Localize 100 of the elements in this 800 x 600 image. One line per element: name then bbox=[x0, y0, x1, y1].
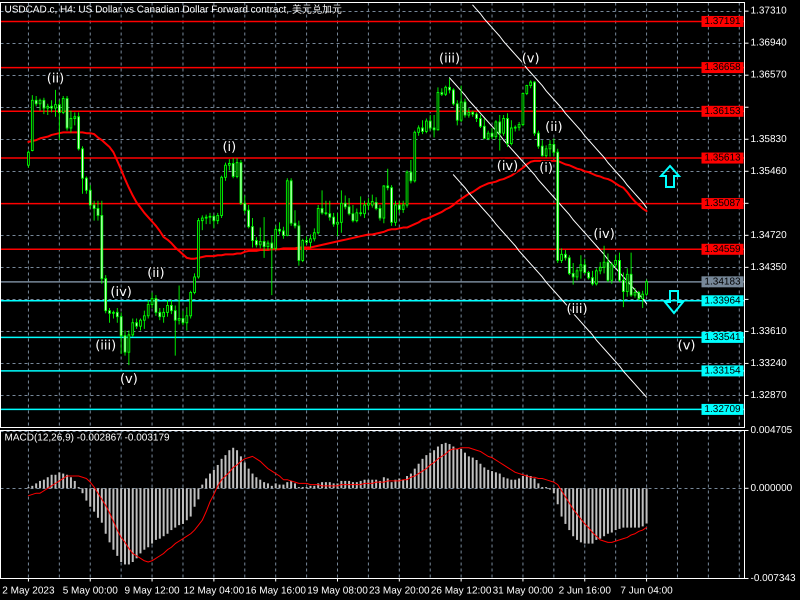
bar bbox=[266, 483, 269, 488]
bar bbox=[244, 462, 246, 488]
bar bbox=[584, 488, 586, 544]
bar bbox=[638, 488, 640, 528]
bar bbox=[220, 458, 223, 488]
bar bbox=[630, 488, 632, 528]
candlestick bbox=[421, 120, 424, 135]
annotation: (ii) bbox=[46, 71, 64, 86]
bar bbox=[158, 488, 161, 539]
annotation: (iv) bbox=[593, 227, 615, 242]
chart-title: MACD(12,26,9) -0.002867 -0.003179 bbox=[4, 432, 170, 444]
bar bbox=[452, 446, 454, 488]
bar bbox=[402, 480, 404, 488]
bar bbox=[58, 472, 60, 488]
bar bbox=[39, 480, 42, 488]
y-tick-label: 1.35460 bbox=[750, 166, 788, 177]
bar bbox=[197, 488, 200, 500]
bar bbox=[595, 488, 598, 540]
bar bbox=[216, 464, 219, 488]
bar bbox=[162, 488, 165, 536]
ref-label: 1.33154 bbox=[702, 365, 744, 376]
y-tick-label: 1.32870 bbox=[750, 390, 788, 401]
candlestick bbox=[120, 312, 122, 354]
annotation: (i) bbox=[539, 160, 554, 176]
y-tick-label: 1.36940 bbox=[750, 38, 788, 49]
annotation: (v) bbox=[522, 52, 540, 67]
candlestick bbox=[212, 214, 216, 229]
x-tick-label: 26 May 12:00 bbox=[430, 586, 492, 596]
line-series bbox=[28, 447, 648, 562]
bar bbox=[136, 488, 138, 558]
y-tick-label: 1.36570 bbox=[750, 70, 788, 81]
bar bbox=[564, 488, 566, 524]
bar bbox=[591, 488, 594, 544]
ref-label: 1.32709 bbox=[702, 404, 744, 415]
bar bbox=[556, 488, 559, 504]
bar bbox=[290, 480, 292, 488]
x-tick-label: 31 May 00:00 bbox=[492, 586, 554, 596]
bar bbox=[274, 483, 277, 488]
y-tick-label: 1.37310 bbox=[750, 6, 788, 17]
bar bbox=[468, 456, 470, 488]
ref-label: 1.36153 bbox=[702, 106, 744, 117]
bar bbox=[228, 450, 230, 488]
candlestick bbox=[591, 270, 594, 286]
x-tick-label: 23 May 20:00 bbox=[369, 586, 430, 596]
bar bbox=[128, 488, 130, 564]
bar bbox=[622, 488, 624, 528]
annotation: (iv) bbox=[110, 284, 132, 300]
bar bbox=[494, 472, 497, 488]
bar bbox=[42, 480, 45, 488]
bar bbox=[491, 471, 494, 488]
candlestick bbox=[630, 252, 632, 298]
bar bbox=[618, 488, 621, 529]
bar bbox=[263, 482, 266, 488]
candlestick bbox=[232, 158, 235, 179]
bar bbox=[35, 483, 38, 488]
bar bbox=[74, 480, 76, 488]
bar bbox=[124, 488, 126, 564]
bar bbox=[518, 478, 520, 488]
bar bbox=[526, 474, 528, 488]
bar bbox=[108, 488, 111, 542]
bar bbox=[464, 452, 466, 488]
candlestick bbox=[425, 118, 428, 134]
line-series bbox=[452, 174, 648, 398]
y-tick-label: 1.35830 bbox=[750, 134, 788, 145]
bar bbox=[178, 488, 180, 526]
y-tick-label: -0.007343 bbox=[750, 573, 796, 584]
bar bbox=[472, 458, 474, 488]
bar bbox=[498, 474, 501, 488]
y-tick-label: 0.000000 bbox=[750, 482, 793, 494]
bar bbox=[530, 476, 532, 488]
candlestick bbox=[460, 85, 462, 122]
bar bbox=[286, 482, 288, 488]
bar bbox=[433, 450, 436, 488]
bar bbox=[236, 450, 238, 488]
bar bbox=[252, 474, 254, 488]
bar bbox=[599, 488, 602, 539]
bar bbox=[418, 464, 420, 488]
bar bbox=[309, 486, 312, 488]
bar bbox=[410, 474, 412, 488]
bar bbox=[186, 488, 188, 520]
bar bbox=[510, 480, 512, 488]
bar bbox=[46, 477, 49, 488]
bar bbox=[154, 488, 157, 540]
x-tick-label: 9 May 12:00 bbox=[124, 586, 180, 596]
candlestick bbox=[208, 212, 212, 225]
bar bbox=[278, 484, 281, 488]
candlestick bbox=[27, 150, 30, 168]
candlestick bbox=[340, 190, 343, 234]
bar bbox=[313, 486, 316, 488]
annotation: (ii) bbox=[545, 120, 563, 135]
candlestick bbox=[498, 114, 502, 151]
bar bbox=[132, 488, 134, 562]
candlestick bbox=[506, 112, 509, 148]
candlestick bbox=[548, 140, 552, 158]
x-tick-label: 12 May 04:00 bbox=[184, 586, 245, 596]
bar bbox=[440, 444, 443, 488]
bar bbox=[444, 442, 447, 488]
bar bbox=[614, 488, 617, 530]
ref-label: 1.34183 bbox=[702, 276, 744, 288]
x-tick-label: 7 Jun 04:00 bbox=[620, 586, 674, 596]
